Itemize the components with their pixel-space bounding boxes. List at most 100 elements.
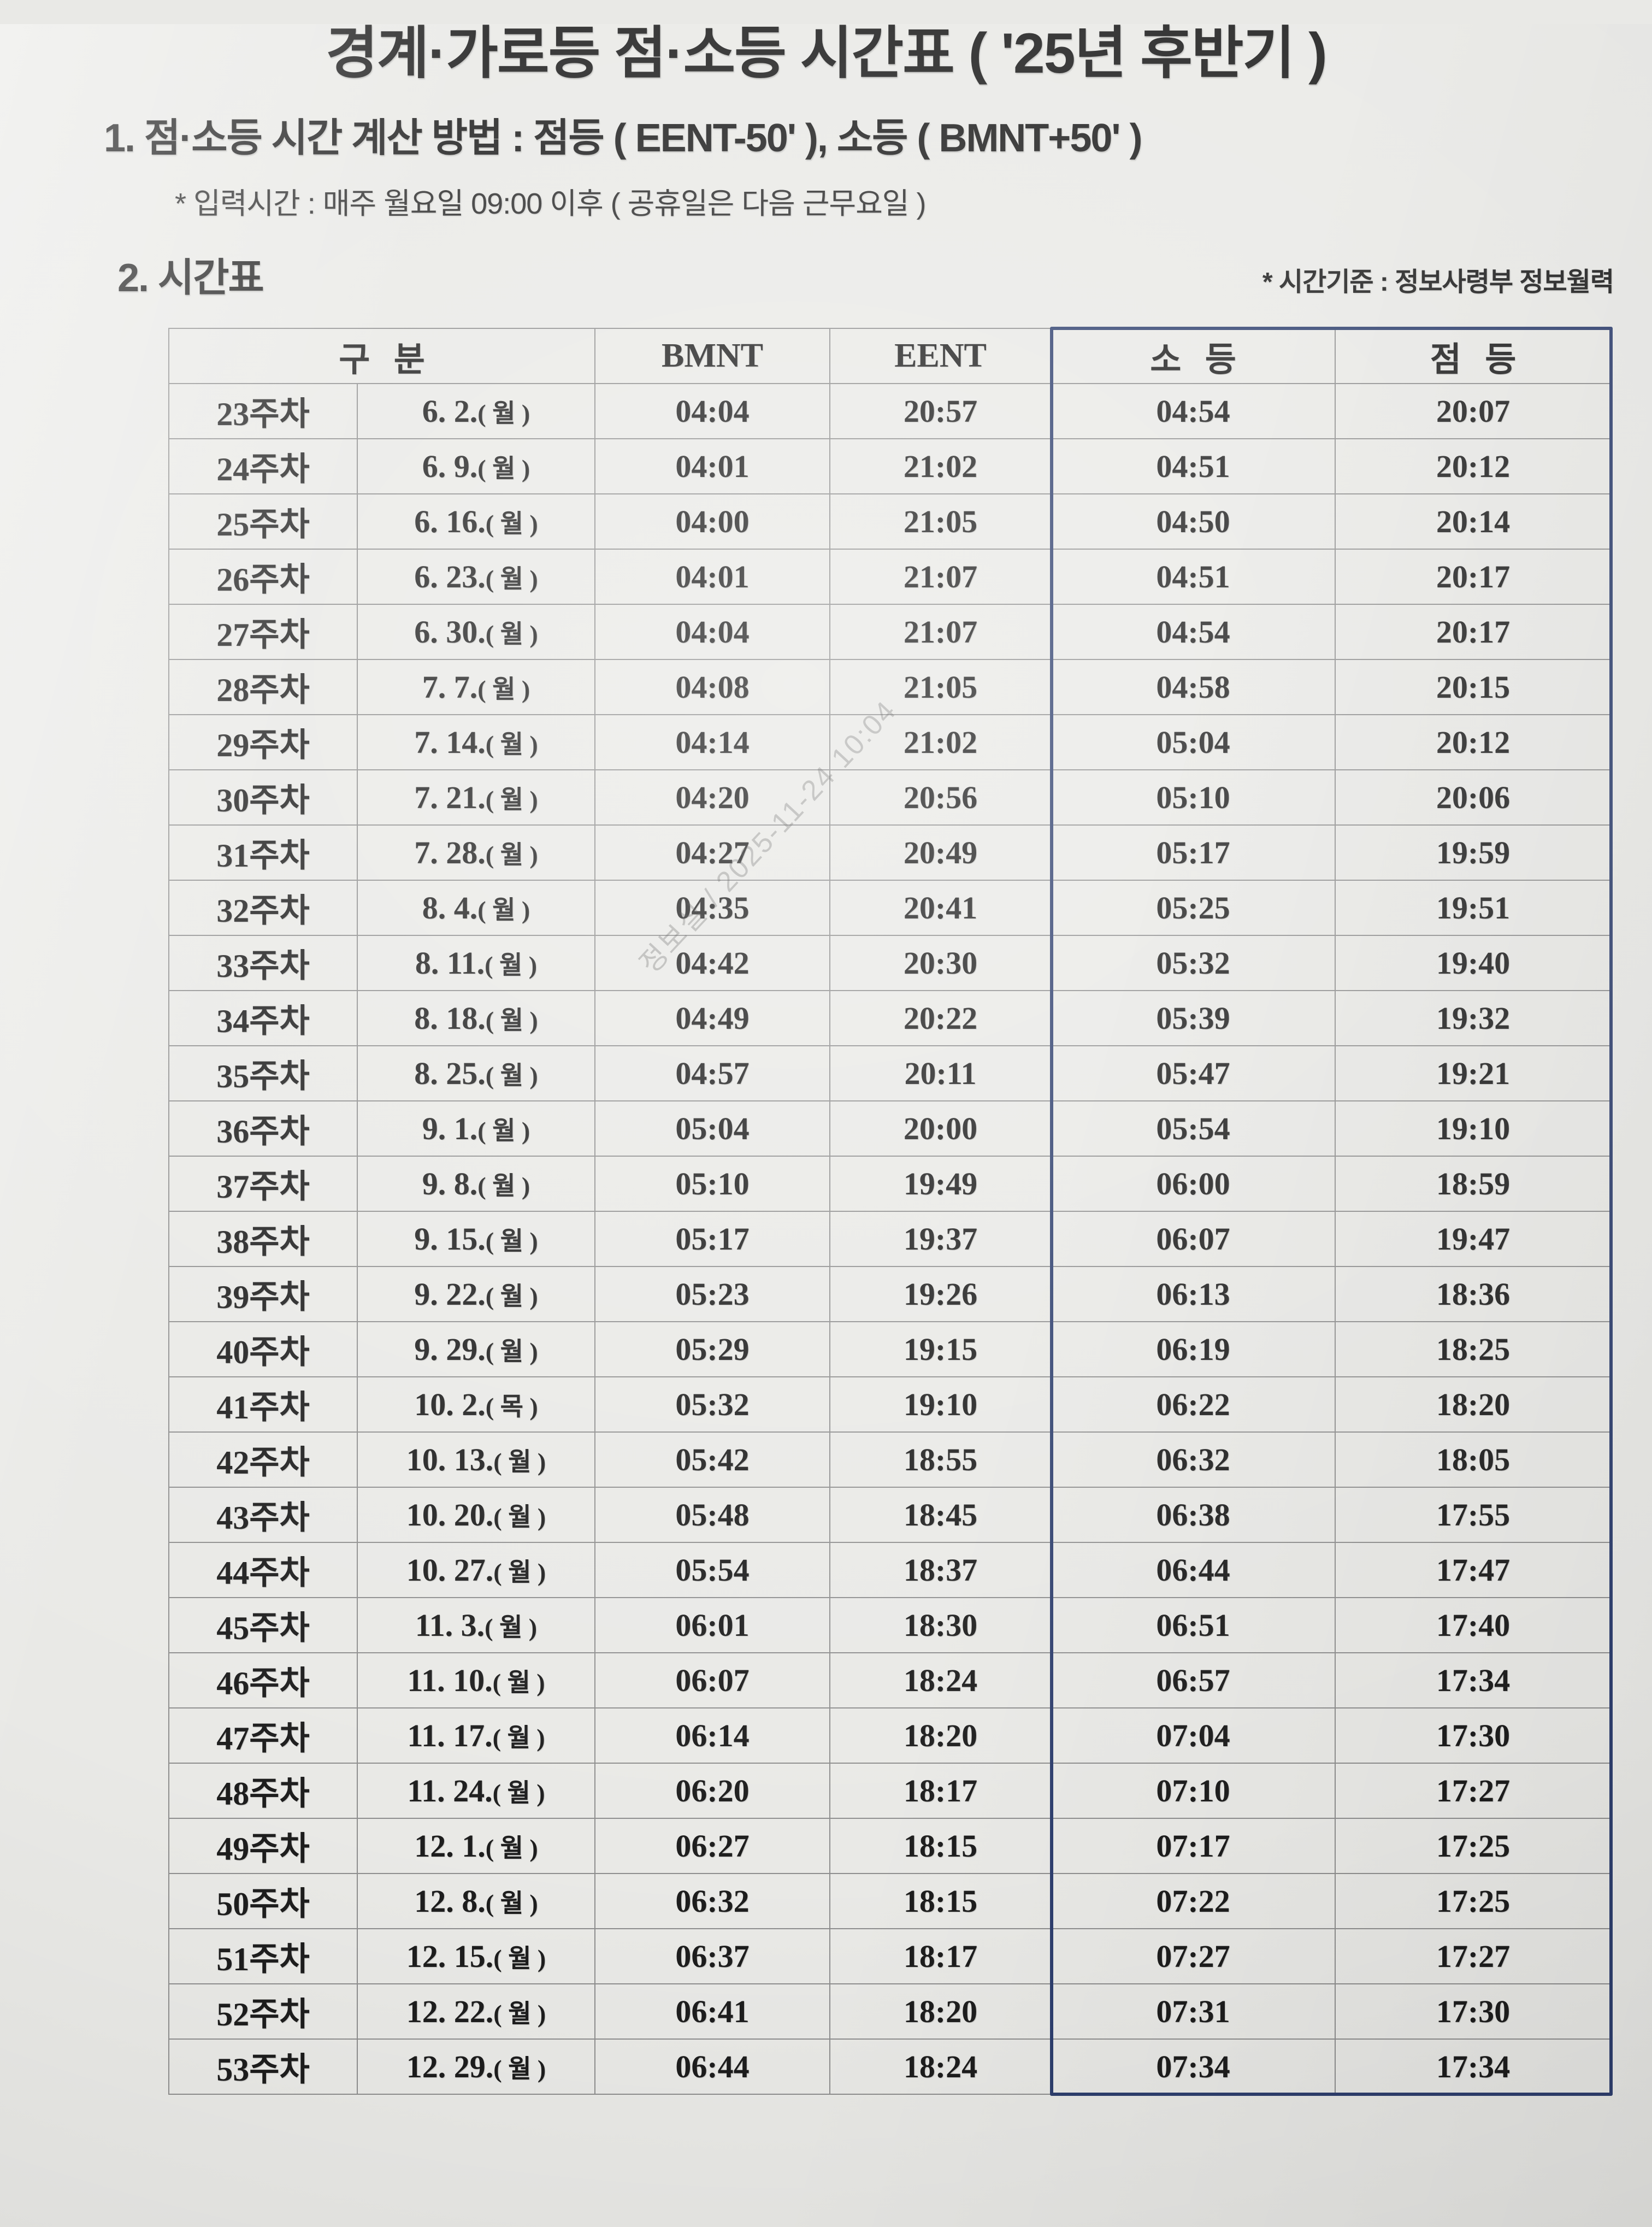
cell-eent: 18:15 bbox=[829, 1818, 1052, 1875]
table-row: 40주차 9. 29.( 월 ) 05:29 19:15 06:19 18:25 bbox=[168, 1321, 1612, 1378]
cell-bmnt: 06:20 bbox=[594, 1763, 830, 1819]
cell-sodeung: 07:34 bbox=[1051, 2039, 1336, 2095]
cell-date: 8. 4.( 월 ) bbox=[357, 880, 595, 936]
cell-bmnt: 05:04 bbox=[594, 1100, 830, 1157]
cell-date: 10. 20.( 월 ) bbox=[357, 1487, 595, 1543]
cell-jeomdeung: 20:12 bbox=[1335, 714, 1612, 771]
cell-bmnt: 04:42 bbox=[594, 935, 830, 992]
cell-bmnt: 04:57 bbox=[594, 1045, 830, 1102]
cell-eent: 18:37 bbox=[829, 1542, 1052, 1599]
cell-eent: 19:10 bbox=[829, 1376, 1052, 1433]
cell-sodeung: 06:32 bbox=[1051, 1431, 1336, 1488]
cell-jeomdeung: 20:17 bbox=[1335, 549, 1612, 605]
table-row: 50주차 12. 8.( 월 ) 06:32 18:15 07:22 17:25 bbox=[168, 1873, 1612, 1930]
cell-jeomdeung: 17:34 bbox=[1335, 1652, 1612, 1709]
table-row: 51주차 12. 15.( 월 ) 06:37 18:17 07:27 17:27 bbox=[168, 1928, 1612, 1985]
cell-sodeung: 04:58 bbox=[1051, 659, 1336, 716]
cell-date: 12. 1.( 월 ) bbox=[357, 1818, 595, 1875]
cell-date: 8. 25.( 월 ) bbox=[357, 1045, 595, 1102]
cell-date: 6. 2.( 월 ) bbox=[357, 383, 595, 440]
cell-jeomdeung: 19:51 bbox=[1335, 880, 1612, 936]
cell-eent: 20:57 bbox=[829, 383, 1052, 440]
cell-bmnt: 05:48 bbox=[594, 1487, 830, 1543]
cell-week: 51주차 bbox=[168, 1928, 358, 1985]
cell-bmnt: 04:20 bbox=[594, 769, 830, 826]
schedule-table: 구 분 BMNT EENT 소 등 점 등 23주차 6. 2.( 월 ) 04:0… bbox=[168, 328, 1612, 2095]
cell-eent: 20:11 bbox=[829, 1045, 1052, 1102]
cell-week: 34주차 bbox=[168, 990, 358, 1047]
cell-jeomdeung: 19:40 bbox=[1335, 935, 1612, 992]
cell-sodeung: 05:47 bbox=[1051, 1045, 1336, 1102]
cell-eent: 21:02 bbox=[829, 438, 1052, 495]
cell-eent: 18:20 bbox=[829, 1707, 1052, 1764]
table-body: 23주차 6. 2.( 월 ) 04:04 20:57 04:54 20:07 24주차 6.… bbox=[168, 383, 1612, 2095]
cell-jeomdeung: 18:20 bbox=[1335, 1376, 1612, 1433]
cell-eent: 18:30 bbox=[829, 1597, 1052, 1654]
table-row: 35주차 8. 25.( 월 ) 04:57 20:11 05:47 19:21 bbox=[168, 1045, 1612, 1102]
cell-eent: 21:05 bbox=[829, 659, 1052, 716]
cell-eent: 18:24 bbox=[829, 1652, 1052, 1709]
table-row: 23주차 6. 2.( 월 ) 04:04 20:57 04:54 20:07 bbox=[168, 383, 1612, 440]
table-row: 52주차 12. 22.( 월 ) 06:41 18:20 07:31 17:30 bbox=[168, 1983, 1612, 2040]
cell-week: 26주차 bbox=[168, 549, 358, 605]
cell-date: 11. 3.( 월 ) bbox=[357, 1597, 595, 1654]
cell-bmnt: 05:10 bbox=[594, 1156, 830, 1212]
cell-week: 23주차 bbox=[168, 383, 358, 440]
table-row: 27주차 6. 30.( 월 ) 04:04 21:07 04:54 20:17 bbox=[168, 604, 1612, 661]
cell-eent: 20:41 bbox=[829, 880, 1052, 936]
cell-bmnt: 04:35 bbox=[594, 880, 830, 936]
cell-bmnt: 05:17 bbox=[594, 1211, 830, 1268]
cell-date: 6. 23.( 월 ) bbox=[357, 549, 595, 605]
cell-date: 6. 16.( 월 ) bbox=[357, 493, 595, 550]
cell-sodeung: 07:27 bbox=[1051, 1928, 1336, 1985]
cell-week: 27주차 bbox=[168, 604, 358, 661]
column-header-bmnt: BMNT bbox=[594, 328, 830, 385]
cell-jeomdeung: 18:05 bbox=[1335, 1431, 1612, 1488]
cell-date: 10. 13.( 월 ) bbox=[357, 1431, 595, 1488]
cell-date: 11. 24.( 월 ) bbox=[357, 1763, 595, 1819]
cell-sodeung: 05:32 bbox=[1051, 935, 1336, 992]
cell-date: 9. 22.( 월 ) bbox=[357, 1266, 595, 1323]
cell-sodeung: 07:10 bbox=[1051, 1763, 1336, 1819]
cell-eent: 20:49 bbox=[829, 824, 1052, 881]
cell-sodeung: 05:39 bbox=[1051, 990, 1336, 1047]
cell-date: 7. 14.( 월 ) bbox=[357, 714, 595, 771]
cell-date: 12. 15.( 월 ) bbox=[357, 1928, 595, 1985]
cell-week: 28주차 bbox=[168, 659, 358, 716]
cell-bmnt: 06:37 bbox=[594, 1928, 830, 1985]
table-row: 33주차 8. 11.( 월 ) 04:42 20:30 05:32 19:40 bbox=[168, 935, 1612, 992]
cell-date: 9. 1.( 월 ) bbox=[357, 1100, 595, 1157]
cell-week: 38주차 bbox=[168, 1211, 358, 1268]
cell-week: 49주차 bbox=[168, 1818, 358, 1875]
cell-date: 7. 21.( 월 ) bbox=[357, 769, 595, 826]
cell-eent: 18:45 bbox=[829, 1487, 1052, 1543]
column-header-sodeung: 소 등 bbox=[1051, 328, 1336, 385]
cell-date: 12. 29.( 월 ) bbox=[357, 2039, 595, 2095]
cell-sodeung: 06:57 bbox=[1051, 1652, 1336, 1709]
cell-bmnt: 05:32 bbox=[594, 1376, 830, 1433]
cell-jeomdeung: 20:06 bbox=[1335, 769, 1612, 826]
cell-sodeung: 06:44 bbox=[1051, 1542, 1336, 1599]
cell-eent: 19:15 bbox=[829, 1321, 1052, 1378]
table-row: 29주차 7. 14.( 월 ) 04:14 21:02 05:04 20:12 bbox=[168, 714, 1612, 771]
cell-jeomdeung: 20:14 bbox=[1335, 493, 1612, 550]
cell-eent: 21:07 bbox=[829, 549, 1052, 605]
table-row: 45주차 11. 3.( 월 ) 06:01 18:30 06:51 17:40 bbox=[168, 1597, 1612, 1654]
cell-eent: 20:56 bbox=[829, 769, 1052, 826]
table-row: 53주차 12. 29.( 월 ) 06:44 18:24 07:34 17:34 bbox=[168, 2039, 1612, 2095]
cell-eent: 18:20 bbox=[829, 1983, 1052, 2040]
cell-week: 24주차 bbox=[168, 438, 358, 495]
cell-date: 12. 8.( 월 ) bbox=[357, 1873, 595, 1930]
table-row: 43주차 10. 20.( 월 ) 05:48 18:45 06:38 17:55 bbox=[168, 1487, 1612, 1543]
cell-sodeung: 04:54 bbox=[1051, 604, 1336, 661]
section-2-heading: 2. 시간표 bbox=[117, 256, 264, 301]
table-row: 42주차 10. 13.( 월 ) 05:42 18:55 06:32 18:05 bbox=[168, 1431, 1612, 1488]
cell-eent: 20:30 bbox=[829, 935, 1052, 992]
cell-bmnt: 06:32 bbox=[594, 1873, 830, 1930]
column-header-jeomdeung: 점 등 bbox=[1335, 328, 1612, 385]
cell-bmnt: 04:04 bbox=[594, 604, 830, 661]
cell-sodeung: 07:04 bbox=[1051, 1707, 1336, 1764]
cell-eent: 18:15 bbox=[829, 1873, 1052, 1930]
cell-jeomdeung: 18:25 bbox=[1335, 1321, 1612, 1378]
cell-week: 46주차 bbox=[168, 1652, 358, 1709]
